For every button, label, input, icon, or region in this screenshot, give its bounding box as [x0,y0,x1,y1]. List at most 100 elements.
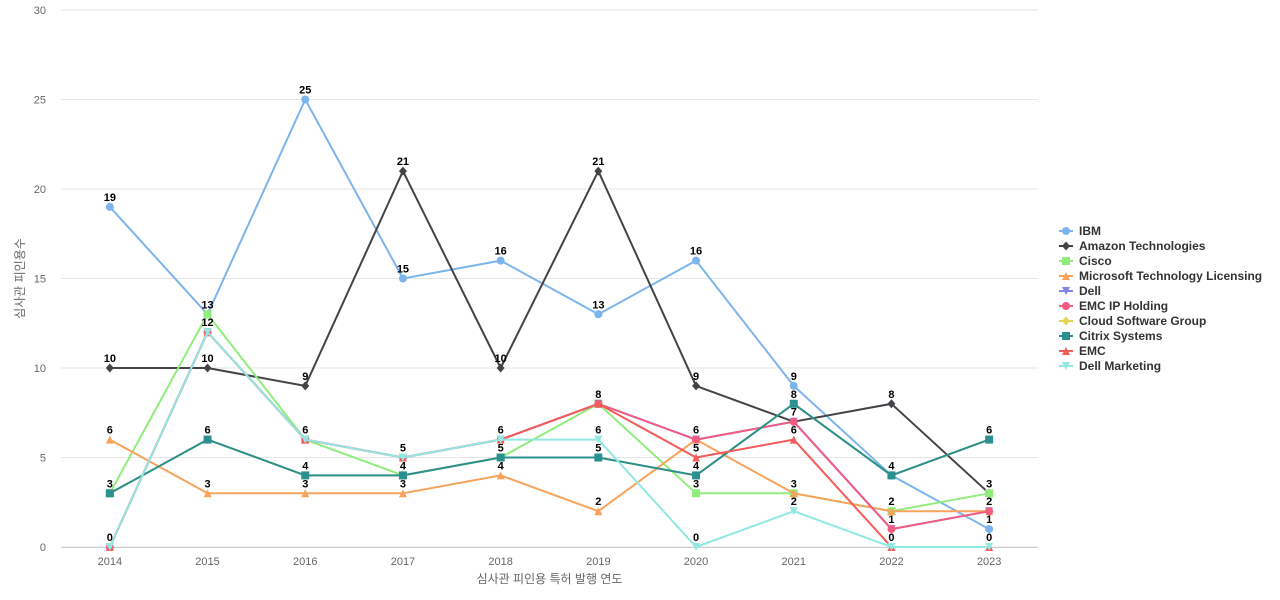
y-tick-label: 30 [34,5,46,17]
series-line[interactable] [108,313,990,513]
data-point[interactable] [887,525,896,534]
data-point[interactable] [985,435,994,444]
data-label: 2 [986,496,992,508]
legend-item[interactable]: Cisco [1059,254,1112,268]
legend-label: IBM [1079,224,1101,238]
data-point[interactable] [496,453,505,462]
data-point[interactable] [203,435,212,444]
series-line[interactable] [109,402,990,495]
legend-item[interactable]: Amazon Technologies [1059,239,1206,253]
data-point[interactable] [692,453,701,462]
data-point[interactable] [398,471,407,480]
series-ibm[interactable] [105,95,994,534]
legend-symbol [1062,347,1070,355]
series-citrix-systems[interactable] [105,399,994,498]
data-point[interactable] [692,543,701,551]
data-point[interactable] [301,95,310,104]
data-point[interactable] [398,453,407,462]
data-point[interactable] [105,202,114,211]
legend-item[interactable]: EMC IP Holding [1059,299,1168,313]
legend-item[interactable]: Dell Marketing [1059,359,1161,373]
data-point[interactable] [105,543,114,551]
legend-item[interactable]: Citrix Systems [1059,329,1163,343]
data-label: 9 [791,371,797,383]
x-tick-label: 2021 [782,556,806,568]
data-point[interactable] [203,363,212,373]
data-label: 0 [986,532,992,544]
data-label: 0 [888,532,894,544]
data-point[interactable] [789,435,798,444]
legend-symbol [1062,241,1070,251]
data-point[interactable] [985,507,994,516]
data-point[interactable] [692,471,701,480]
legend-symbol [1062,272,1070,280]
data-point[interactable] [985,525,994,534]
data-point[interactable] [105,489,114,498]
series-lines [105,95,994,551]
data-point[interactable] [496,363,505,373]
data-point[interactable] [398,166,407,176]
legend-label: Dell [1079,284,1101,298]
data-point[interactable] [594,310,603,319]
series-cloud-software-group[interactable] [105,399,994,498]
data-point[interactable] [301,381,310,391]
series-line[interactable] [109,98,990,530]
data-point[interactable] [789,489,798,498]
data-point[interactable] [789,507,798,516]
series-dell-marketing[interactable] [105,328,994,551]
data-label: 21 [592,156,604,168]
data-point[interactable] [203,310,212,319]
data-point[interactable] [301,489,310,498]
data-point[interactable] [887,507,896,516]
data-point[interactable] [398,489,407,498]
data-point[interactable] [496,471,505,480]
data-point[interactable] [203,328,212,337]
data-point[interactable] [887,543,896,551]
legend-item[interactable]: Cloud Software Group [1059,314,1206,328]
data-point[interactable] [105,435,114,444]
data-point[interactable] [985,543,994,551]
data-point[interactable] [398,274,407,283]
data-point[interactable] [496,435,505,444]
series-line[interactable] [109,438,990,513]
data-point[interactable] [692,256,701,265]
data-point[interactable] [789,417,798,426]
data-point[interactable] [203,489,212,498]
data-label: 5 [693,443,699,455]
data-label: 0 [693,532,699,544]
data-point[interactable] [105,363,114,373]
data-point[interactable] [692,489,701,498]
data-point[interactable] [594,166,603,176]
data-point[interactable] [301,471,310,480]
data-point[interactable] [301,435,310,444]
data-point[interactable] [594,399,603,408]
legend-item[interactable]: Microsoft Technology Licensing [1059,269,1262,283]
legend-symbol [1062,316,1070,326]
x-tick-label: 2015 [195,556,219,568]
data-point[interactable] [496,256,505,265]
data-label: 9 [302,371,308,383]
data-point[interactable] [789,381,798,390]
series-line[interactable] [108,331,990,548]
data-point[interactable] [887,399,896,409]
data-label: 12 [201,317,213,329]
data-point[interactable] [692,435,701,444]
data-point[interactable] [887,471,896,480]
data-point[interactable] [594,453,603,462]
data-point[interactable] [594,507,603,516]
series-line[interactable] [109,402,990,495]
data-point[interactable] [692,381,701,391]
data-point[interactable] [789,399,798,408]
legend-item[interactable]: Dell [1059,284,1101,298]
data-label: 3 [986,478,992,490]
series-cisco[interactable] [105,310,994,516]
x-tick-label: 2019 [586,556,610,568]
series-amazon-technologies[interactable] [105,166,994,498]
legend-item[interactable]: EMC [1059,344,1106,358]
data-label: 13 [201,299,213,311]
data-point[interactable] [594,435,603,444]
data-point[interactable] [985,489,994,498]
legend-item[interactable]: IBM [1059,224,1101,238]
